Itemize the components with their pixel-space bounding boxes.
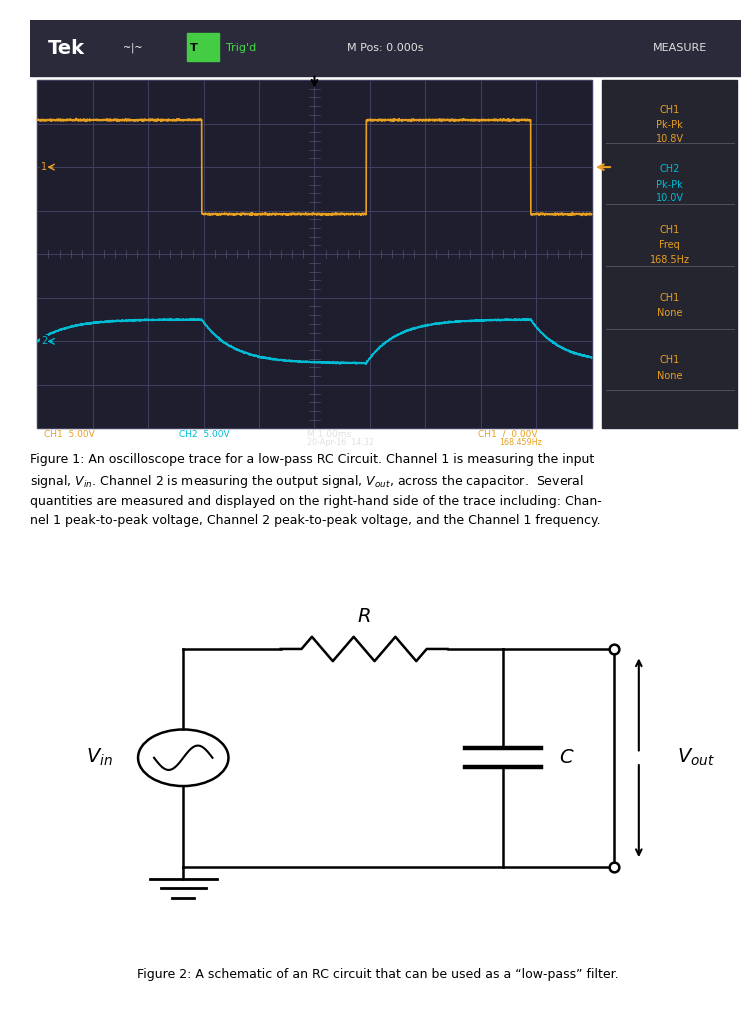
Text: None: None (657, 371, 683, 381)
Bar (187, 33, 218, 60)
Text: 10.0V: 10.0V (655, 194, 684, 204)
Text: Figure 2: A schematic of an RC circuit that can be used as a “low-pass” filter.: Figure 2: A schematic of an RC circuit t… (137, 968, 619, 981)
Text: CH1: CH1 (660, 104, 680, 115)
Text: CH1  /  0.00V: CH1 / 0.00V (478, 430, 538, 439)
Text: 168.459Hz: 168.459Hz (499, 437, 542, 446)
Text: 1: 1 (41, 162, 47, 172)
Text: M Pos: 0.000s: M Pos: 0.000s (347, 43, 424, 53)
Bar (603, 80, 737, 428)
Bar (37, 80, 592, 428)
Text: 2: 2 (41, 336, 47, 346)
Text: Trig'd: Trig'd (226, 43, 256, 53)
Text: CH1: CH1 (660, 293, 680, 303)
Text: T: T (190, 43, 197, 53)
Text: None: None (657, 308, 683, 318)
Text: Pk-Pk: Pk-Pk (656, 179, 683, 189)
Text: Freq: Freq (659, 241, 680, 251)
Text: $C$: $C$ (559, 749, 575, 767)
Text: $R$: $R$ (358, 607, 371, 627)
Text: CH1  5.00V: CH1 5.00V (45, 430, 95, 439)
Text: Tek: Tek (48, 39, 85, 57)
Text: 168.5Hz: 168.5Hz (650, 255, 689, 265)
Bar (30, 20, 741, 76)
Text: MEASURE: MEASURE (653, 43, 708, 53)
Text: Figure 1: An oscilloscope trace for a low-pass RC Circuit. Channel 1 is measurin: Figure 1: An oscilloscope trace for a lo… (30, 453, 602, 526)
Text: M 1.00ms: M 1.00ms (308, 430, 352, 439)
Text: $V_{out}$: $V_{out}$ (677, 748, 715, 768)
Text: 20-Apr-16  14:32: 20-Apr-16 14:32 (308, 437, 374, 446)
Text: 10.8V: 10.8V (655, 134, 684, 144)
Text: $V_{in}$: $V_{in}$ (86, 748, 113, 768)
Text: CH1: CH1 (660, 355, 680, 366)
Text: CH1: CH1 (660, 225, 680, 234)
Text: ~|~: ~|~ (122, 43, 142, 53)
Text: CH2  5.00V: CH2 5.00V (179, 430, 230, 439)
Text: CH2: CH2 (660, 164, 680, 174)
Text: Pk-Pk: Pk-Pk (656, 120, 683, 130)
